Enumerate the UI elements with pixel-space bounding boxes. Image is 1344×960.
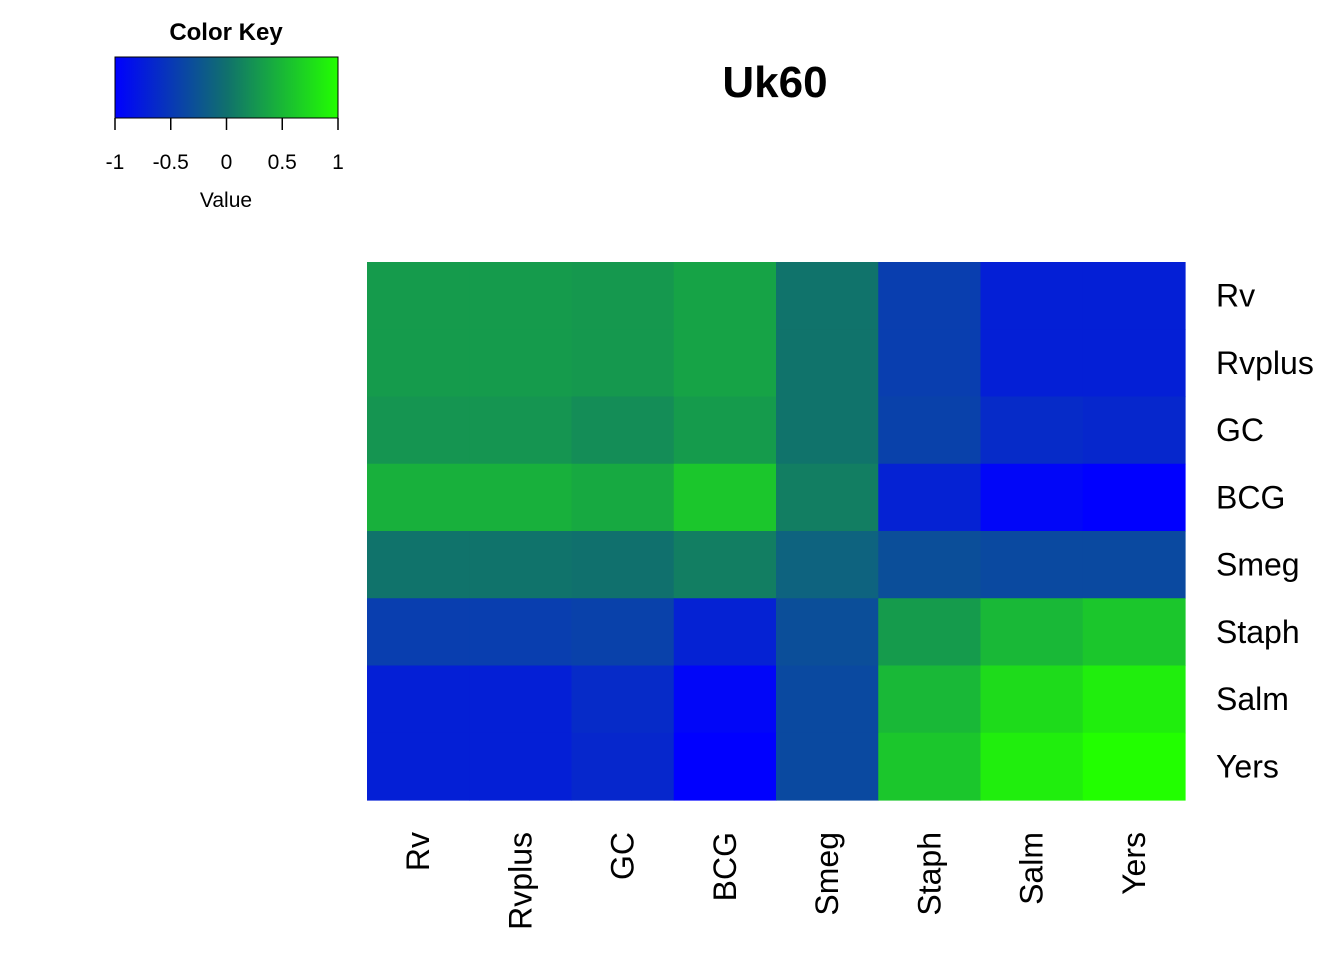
color-key-tick-label: -0.5 [153, 151, 189, 174]
heatmap-cell-rvplus-bcg [673, 329, 777, 398]
heatmap-cell-gc-salm [980, 396, 1084, 465]
heatmap-cell-staph-staph [878, 598, 982, 667]
heatmap-cell-rv-rvplus [469, 262, 573, 330]
row-label-smeg: Smeg [1216, 547, 1300, 583]
heatmap-cell-staph-rv [367, 598, 470, 667]
heatmap-cell-salm-rvplus [469, 665, 573, 734]
heatmap-cell-rv-bcg [673, 262, 777, 330]
heatmap-cell-gc-rvplus [469, 396, 573, 465]
heatmap-cell-salm-rv [367, 665, 470, 734]
heatmap-cell-yers-smeg [776, 732, 879, 801]
heatmap-cell-yers-yers [1082, 732, 1186, 801]
row-label-rv: Rv [1216, 278, 1255, 314]
heatmap-cell-rvplus-rvplus [469, 329, 573, 398]
color-key-axis-label: Value [200, 189, 252, 212]
heatmap-cell-rvplus-rv [367, 329, 470, 398]
heatmap-cell-bcg-smeg [776, 463, 879, 532]
row-labels: Rv Rvplus GC BCG Smeg Staph Salm Yers [1216, 278, 1314, 785]
heatmap-cell-staph-smeg [776, 598, 879, 667]
heatmap-cell-staph-yers [1082, 598, 1186, 667]
heatmap-cell-smeg-rv [367, 531, 470, 599]
color-key-title: Color Key [169, 19, 283, 46]
row-label-bcg: BCG [1216, 479, 1285, 515]
heatmap-cell-rv-rv [367, 262, 470, 330]
heatmap-cell-staph-rvplus [469, 598, 573, 667]
heatmap-cell-yers-rv [367, 732, 470, 801]
color-key-tick-label: -1 [106, 151, 125, 174]
heatmap-cell-salm-staph [878, 665, 982, 734]
heatmap-cell-bcg-yers [1082, 463, 1186, 532]
heatmap-cell-yers-staph [878, 732, 982, 801]
column-label-rvplus: Rvplus [502, 832, 538, 930]
heatmap-cells [367, 262, 1186, 801]
heatmap-cell-rvplus-gc [571, 329, 675, 398]
heatmap-cell-rv-gc [571, 262, 675, 330]
column-label-bcg: BCG [707, 832, 743, 901]
color-key-gradient-bar [114, 56, 339, 119]
column-label-rv: Rv [400, 832, 436, 871]
heatmap-cell-rvplus-salm [980, 329, 1084, 398]
heatmap-cell-rvplus-yers [1082, 329, 1186, 398]
heatmap-cell-smeg-rvplus [469, 531, 573, 599]
chart-title: Uk60 [722, 58, 827, 107]
heatmap-cell-staph-bcg [673, 598, 777, 667]
heatmap-cell-gc-gc [571, 396, 675, 465]
heatmap-cell-salm-gc [571, 665, 675, 734]
row-label-salm: Salm [1216, 681, 1289, 717]
heatmap-cell-rv-yers [1082, 262, 1186, 330]
heatmap-cell-salm-bcg [673, 665, 777, 734]
row-label-gc: GC [1216, 412, 1264, 448]
heatmap-cell-gc-staph [878, 396, 982, 465]
heatmap-cell-rvplus-smeg [776, 329, 879, 398]
heatmap-cell-bcg-gc [571, 463, 675, 532]
color-key: Color Key -1 -0.5 0 0.5 1 Value [106, 19, 344, 212]
heatmap-cell-yers-salm [980, 732, 1084, 801]
heatmap-cell-smeg-yers [1082, 531, 1186, 599]
heatmap-cell-yers-bcg [673, 732, 777, 801]
color-key-tick-label: 0.5 [268, 151, 297, 174]
heatmap-cell-smeg-gc [571, 531, 675, 599]
heatmap-cell-gc-yers [1082, 396, 1186, 465]
heatmap-cell-salm-smeg [776, 665, 879, 734]
heatmap-cell-bcg-rv [367, 463, 470, 532]
column-label-salm: Salm [1014, 832, 1050, 905]
heatmap-cell-smeg-bcg [673, 531, 777, 599]
heatmap-cell-gc-bcg [673, 396, 777, 465]
heatmap-cell-bcg-staph [878, 463, 982, 532]
column-label-smeg: Smeg [809, 832, 845, 916]
column-label-gc: GC [605, 832, 641, 880]
heatmap-cell-staph-gc [571, 598, 675, 667]
color-key-tick-label: 0 [221, 151, 233, 174]
heatmap-cell-salm-salm [980, 665, 1084, 734]
column-label-staph: Staph [911, 832, 947, 916]
heatmap-cell-gc-rv [367, 396, 470, 465]
heatmap-cell-gc-smeg [776, 396, 879, 465]
column-label-yers: Yers [1116, 832, 1152, 895]
column-labels: Rv Rvplus GC BCG Smeg Staph Salm Yers [400, 832, 1152, 930]
heatmap-cell-bcg-rvplus [469, 463, 573, 532]
heatmap-cell-yers-gc [571, 732, 675, 801]
row-label-rvplus: Rvplus [1216, 345, 1314, 381]
row-label-yers: Yers [1216, 748, 1279, 784]
heatmap-cell-rvplus-staph [878, 329, 982, 398]
heatmap-cell-yers-rvplus [469, 732, 573, 801]
heatmap-cell-bcg-bcg [673, 463, 777, 532]
heatmap-cell-rv-staph [878, 262, 982, 330]
heatmap-cell-salm-yers [1082, 665, 1186, 734]
heatmap-cell-rv-smeg [776, 262, 879, 330]
heatmap-cell-bcg-salm [980, 463, 1084, 532]
color-key-ticks: -1 -0.5 0 0.5 1 [106, 118, 344, 174]
heatmap-cell-smeg-staph [878, 531, 982, 599]
heatmap-cell-staph-salm [980, 598, 1084, 667]
heatmap-cell-smeg-salm [980, 531, 1084, 599]
row-label-staph: Staph [1216, 614, 1300, 650]
color-key-tick-label: 1 [332, 151, 344, 174]
heatmap-cell-smeg-smeg [776, 531, 879, 599]
heatmap-cell-rv-salm [980, 262, 1084, 330]
